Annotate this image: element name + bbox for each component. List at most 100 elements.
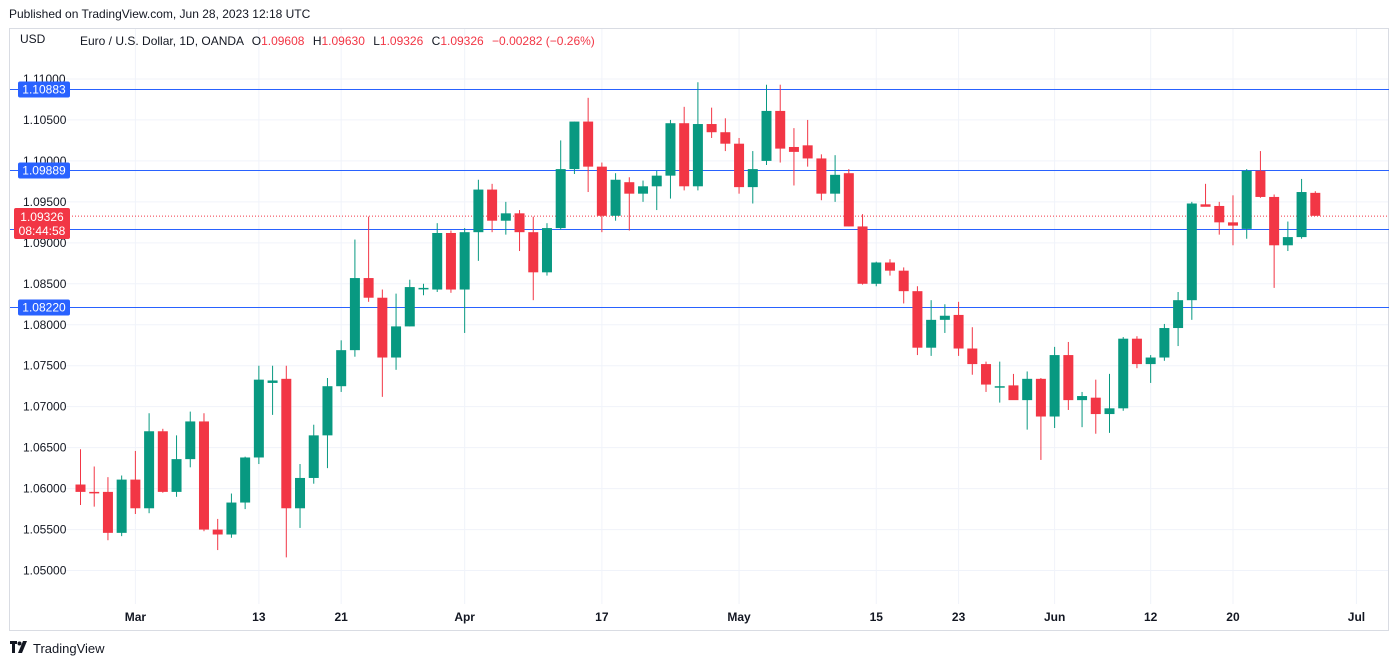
candle-down	[157, 428, 168, 493]
candle-down	[1090, 379, 1101, 434]
candle-body	[377, 297, 388, 358]
candle-up	[391, 293, 402, 370]
candle-up	[926, 300, 937, 356]
candle-body	[1118, 338, 1129, 409]
candle-up	[418, 283, 429, 296]
time-axis[interactable]: Mar 13 21 Apr 17 May 15 23 Jun 12 20 Jul	[125, 610, 1365, 624]
currency-label: USD	[20, 32, 46, 46]
symbol-name: Euro / U.S. Dollar, 1D, OANDA	[80, 34, 244, 48]
candle-body	[651, 175, 662, 187]
candle-down	[1255, 151, 1266, 198]
level-tag-label: 1.10883	[22, 83, 66, 97]
candle-body	[610, 179, 621, 216]
candle-body	[459, 232, 470, 290]
horizontal-levels[interactable]	[10, 89, 1389, 308]
candle-body	[1227, 222, 1238, 226]
candle-up	[1104, 373, 1115, 433]
low-label: L	[373, 34, 380, 48]
candle-up	[336, 340, 347, 392]
symbol-legend: Euro / U.S. Dollar, 1D, OANDA O1.09608 H…	[80, 34, 595, 48]
change-value: −0.00282 (−0.26%)	[492, 34, 595, 48]
candle-up	[144, 413, 155, 514]
candle-up	[473, 179, 484, 261]
candle-down	[89, 466, 100, 507]
y-tick-label: 1.07000	[23, 400, 67, 414]
candle-down	[816, 154, 827, 201]
candle-up	[651, 170, 662, 211]
candle-body	[1269, 196, 1280, 246]
candle-up	[665, 119, 676, 199]
candle-body	[445, 232, 456, 290]
candle-up	[1186, 201, 1197, 320]
candle-body	[308, 435, 319, 478]
candle-down	[212, 518, 223, 551]
candle-up	[308, 424, 319, 484]
candle-up	[761, 84, 772, 165]
candle-body	[89, 491, 100, 494]
candle-down	[967, 327, 978, 375]
tradingview-logo-text: TradingView	[33, 640, 105, 656]
candle-body	[500, 213, 511, 221]
candle-body	[1035, 378, 1046, 417]
candle-body	[226, 502, 237, 535]
open-value: 1.09608	[261, 34, 305, 48]
open-label: O	[252, 34, 261, 48]
y-tick-label: 1.09500	[23, 195, 67, 209]
candle-up	[747, 151, 758, 204]
candle-up	[1118, 337, 1129, 411]
candle-body	[830, 174, 841, 194]
candle-body	[926, 319, 937, 348]
tradingview-logo[interactable]: TradingView	[10, 640, 105, 656]
candle-down	[1269, 194, 1280, 288]
candle-body	[720, 132, 731, 144]
candle-body	[487, 189, 498, 221]
candle-down	[706, 107, 717, 138]
candle-up	[541, 223, 552, 276]
candle-body	[116, 479, 127, 533]
candle-down	[130, 450, 141, 515]
candle-body	[432, 232, 443, 290]
candle-down	[1063, 341, 1074, 410]
candle-body	[473, 189, 484, 233]
x-tick-label: 17	[595, 610, 609, 624]
candle-body	[144, 431, 155, 509]
candle-body	[967, 348, 978, 365]
candle-down	[281, 365, 292, 558]
candle-down	[377, 289, 388, 397]
candle-body	[75, 484, 86, 492]
candle-up	[1296, 178, 1307, 239]
candle-up	[1241, 169, 1252, 239]
candle-up	[871, 261, 882, 287]
candle-body	[1131, 338, 1142, 365]
candle-body	[734, 143, 745, 188]
candle-up	[322, 378, 333, 469]
candle-up	[240, 456, 251, 510]
candle-up	[569, 121, 580, 175]
candle-body	[281, 378, 292, 509]
candle-body	[130, 479, 141, 509]
candle-body	[528, 232, 539, 273]
candle-body	[1049, 355, 1060, 417]
price-axis[interactable]: 1.110001.105001.100001.095001.090001.085…	[23, 72, 67, 578]
candle-body	[363, 278, 374, 298]
candle-up	[830, 155, 841, 202]
candle-body	[994, 386, 1005, 388]
candle-body	[981, 364, 992, 385]
high-value: 1.09630	[321, 34, 365, 48]
candle-body	[953, 314, 964, 349]
candle-down	[857, 214, 868, 285]
candle-body	[418, 287, 429, 290]
candle-down	[514, 210, 525, 252]
candle-down	[75, 449, 86, 505]
candle-body	[1104, 408, 1115, 415]
candle-down	[445, 230, 456, 293]
candle-body	[638, 186, 649, 194]
candle-body	[843, 173, 854, 227]
x-tick-label: 15	[870, 610, 884, 624]
candle-down	[487, 183, 498, 233]
published-caption: Published on TradingView.com, Jun 28, 20…	[9, 7, 311, 21]
candle-body	[679, 123, 690, 187]
candle-up	[253, 365, 264, 465]
candle-up	[555, 140, 566, 230]
